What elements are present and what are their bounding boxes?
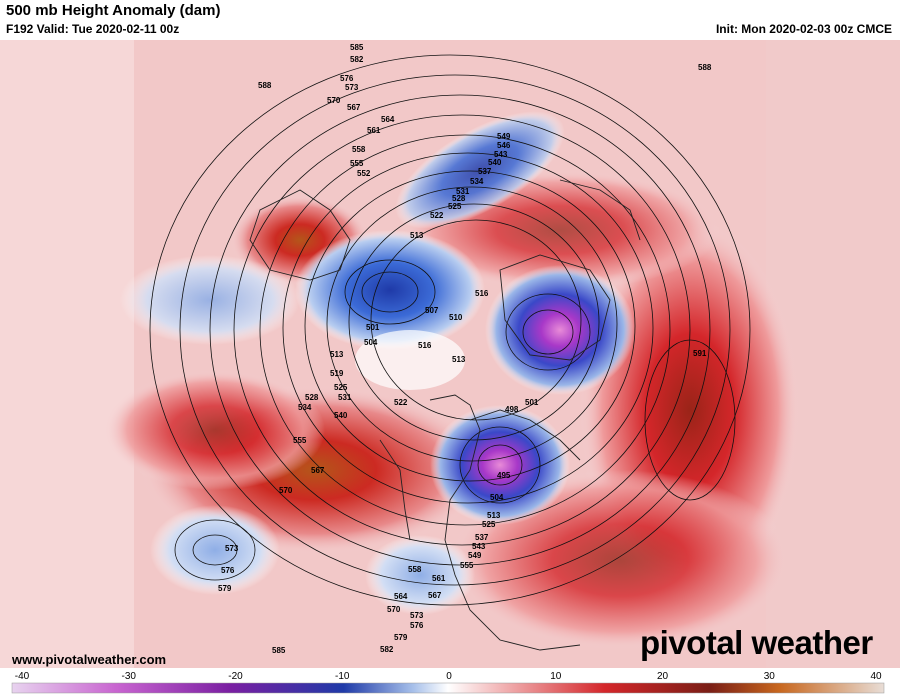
svg-text:522: 522 (394, 398, 408, 407)
svg-text:498: 498 (505, 405, 519, 414)
svg-text:558: 558 (352, 145, 366, 154)
svg-text:525: 525 (482, 520, 496, 529)
svg-text:549: 549 (468, 551, 482, 560)
svg-text:555: 555 (460, 561, 474, 570)
svg-text:561: 561 (367, 126, 381, 135)
svg-text:555: 555 (350, 159, 364, 168)
svg-text:495: 495 (497, 471, 511, 480)
svg-text:564: 564 (381, 115, 395, 124)
anomaly-negative-atlantic (430, 405, 570, 525)
svg-text:576: 576 (410, 621, 424, 630)
svg-text:504: 504 (490, 493, 504, 502)
svg-text:525: 525 (334, 383, 348, 392)
svg-text:522: 522 (430, 211, 444, 220)
init-time: Init: Mon 2020-02-03 00z CMCE (715, 22, 892, 36)
svg-text:501: 501 (525, 398, 539, 407)
svg-text:507: 507 (425, 306, 439, 315)
colorbar: -40 -30 -20 -10 0 10 20 30 40 (11, 671, 885, 694)
svg-text:582: 582 (350, 55, 364, 64)
svg-text:573: 573 (410, 611, 424, 620)
svg-text:504: 504 (364, 338, 378, 347)
svg-text:567: 567 (311, 466, 325, 475)
colorbar-tick-label: -20 (228, 671, 243, 682)
svg-text:585: 585 (272, 646, 286, 655)
colorbar-tick-label: 40 (870, 671, 882, 682)
colorbar-tick-label: 0 (446, 671, 452, 682)
svg-text:531: 531 (456, 187, 470, 196)
svg-text:579: 579 (218, 584, 232, 593)
svg-text:561: 561 (432, 574, 446, 583)
svg-text:585: 585 (350, 43, 364, 52)
colorbar-tick-label: -10 (335, 671, 350, 682)
svg-text:534: 534 (298, 403, 312, 412)
svg-text:513: 513 (330, 350, 344, 359)
coastlines (249, 179, 641, 651)
colorbar-gradient (11, 682, 885, 694)
svg-text:519: 519 (330, 369, 344, 378)
website-url: www.pivotalweather.com (12, 652, 167, 667)
svg-text:591: 591 (693, 349, 707, 358)
svg-text:540: 540 (334, 411, 348, 420)
svg-text:570: 570 (387, 605, 401, 614)
colorbar-tick-label: -40 (15, 671, 30, 682)
svg-text:567: 567 (347, 103, 361, 112)
svg-text:510: 510 (449, 313, 463, 322)
svg-text:513: 513 (410, 231, 424, 240)
svg-text:513: 513 (452, 355, 466, 364)
anomaly-negative-north (485, 265, 635, 395)
svg-text:501: 501 (366, 323, 380, 332)
valid-time: F192 Valid: Tue 2020-02-11 00z (6, 22, 180, 36)
svg-text:516: 516 (418, 341, 432, 350)
svg-text:573: 573 (345, 83, 359, 92)
svg-text:525: 525 (448, 202, 462, 211)
svg-text:564: 564 (394, 592, 408, 601)
svg-text:576: 576 (340, 74, 354, 83)
svg-text:531: 531 (338, 393, 352, 402)
svg-text:579: 579 (394, 633, 408, 642)
colorbar-tick-label: 30 (764, 671, 776, 682)
svg-text:546: 546 (497, 141, 511, 150)
svg-text:528: 528 (452, 194, 466, 203)
svg-text:582: 582 (380, 645, 394, 654)
svg-text:552: 552 (357, 169, 371, 178)
svg-text:573: 573 (225, 544, 239, 553)
svg-text:516: 516 (475, 289, 489, 298)
colorbar-tick-label: 10 (550, 671, 562, 682)
svg-text:570: 570 (327, 96, 341, 105)
map-title: 500 mb Height Anomaly (dam) (6, 2, 221, 19)
svg-text:570: 570 (279, 486, 293, 495)
anomaly-negative-central (295, 230, 485, 350)
svg-text:540: 540 (488, 158, 502, 167)
colorbar-tick-label: 20 (657, 671, 669, 682)
colorbar-tick-label: -30 (122, 671, 137, 682)
svg-text:537: 537 (478, 167, 492, 176)
svg-text:549: 549 (497, 132, 511, 141)
svg-text:588: 588 (698, 63, 712, 72)
brand-logo: pivotal weather (640, 624, 873, 661)
svg-text:576: 576 (221, 566, 235, 575)
svg-text:534: 534 (470, 177, 484, 186)
svg-text:513: 513 (487, 511, 501, 520)
svg-text:543: 543 (472, 542, 486, 551)
svg-text:558: 558 (408, 565, 422, 574)
svg-text:567: 567 (428, 591, 442, 600)
svg-text:537: 537 (475, 533, 489, 542)
svg-text:543: 543 (494, 150, 508, 159)
svg-text:588: 588 (258, 81, 272, 90)
svg-text:555: 555 (293, 436, 307, 445)
svg-text:528: 528 (305, 393, 319, 402)
